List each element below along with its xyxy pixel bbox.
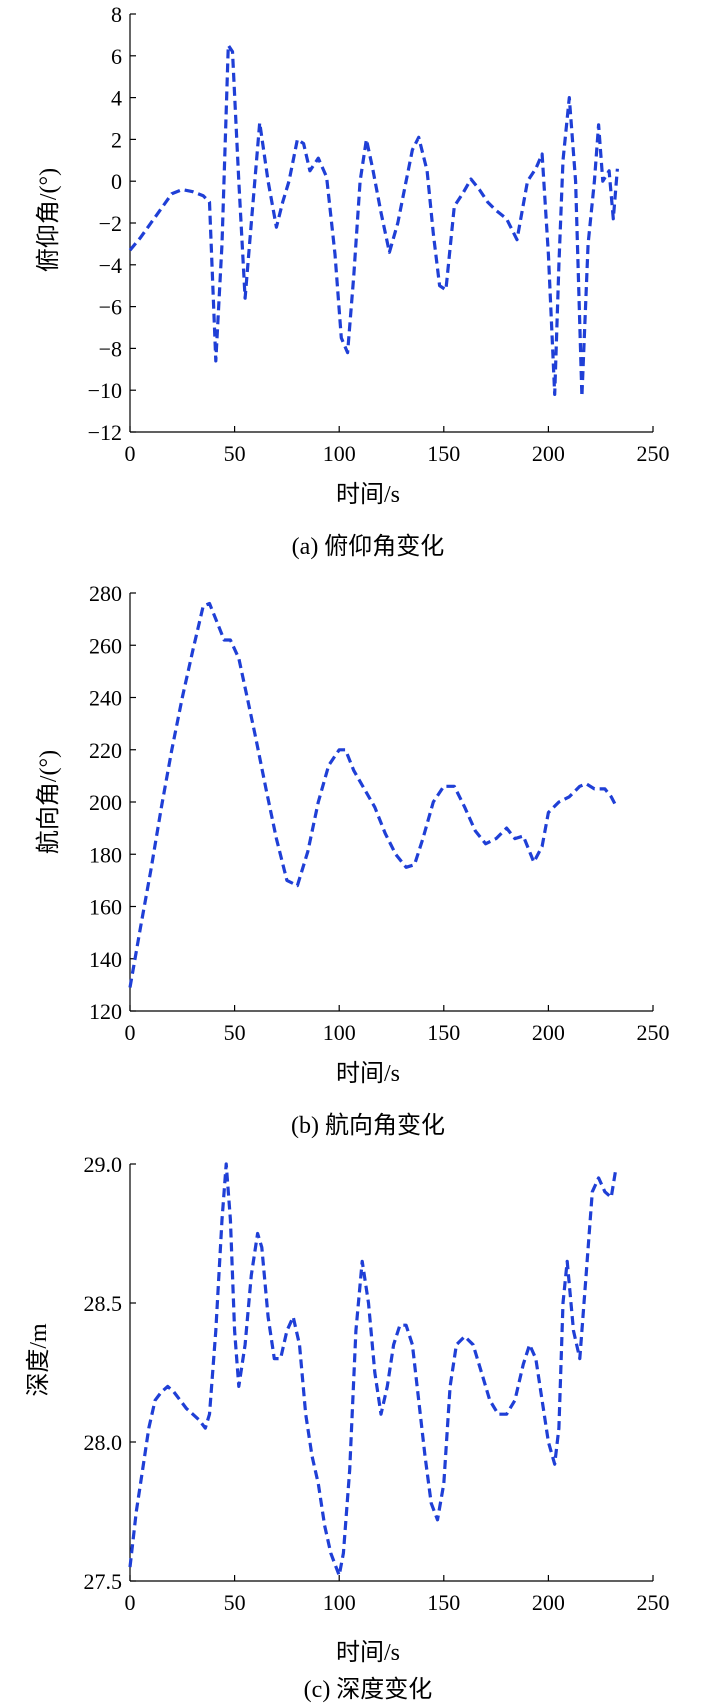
heading-chart-ylabel: 航向角/(°) bbox=[35, 750, 62, 854]
pitch-chart-y-tick-label: −8 bbox=[99, 336, 122, 361]
depth-chart-y-tick-label: 27.5 bbox=[84, 1569, 123, 1594]
depth-chart-x-tick-label: 250 bbox=[637, 1590, 670, 1615]
pitch-chart-series-line bbox=[128, 43, 619, 399]
depth-chart-x-tick-label: 100 bbox=[323, 1590, 356, 1615]
depth-chart-x-tick-label: 150 bbox=[427, 1590, 460, 1615]
heading-chart-y-tick-label: 280 bbox=[89, 581, 122, 606]
depth-chart-series-line bbox=[128, 1162, 617, 1578]
depth-chart-ylabel: 深度/m bbox=[25, 1323, 52, 1397]
pitch-chart-x-tick-label: 50 bbox=[224, 441, 246, 466]
pitch-chart-x-tick-label: 200 bbox=[532, 441, 565, 466]
depth-chart-x-tick-label: 50 bbox=[224, 1590, 246, 1615]
pitch-chart-y-tick-label: 2 bbox=[111, 127, 122, 152]
pitch-chart-y-tick-label: −6 bbox=[99, 295, 122, 320]
heading-chart-y-tick-label: 120 bbox=[89, 999, 122, 1024]
depth-chart-x-tick-label: 0 bbox=[125, 1590, 136, 1615]
heading-chart-y-tick-label: 160 bbox=[89, 895, 122, 920]
heading-chart-y-tick-label: 200 bbox=[89, 790, 122, 815]
heading-chart-series-line bbox=[128, 601, 617, 988]
heading-chart-y-tick-label: 180 bbox=[89, 842, 122, 867]
pitch-chart-caption: (a) 俯仰角变化 bbox=[292, 533, 445, 560]
pitch-chart-y-tick-label: 4 bbox=[111, 86, 122, 111]
heading-chart-y-tick-label: 140 bbox=[89, 947, 122, 972]
heading-chart-x-tick-label: 200 bbox=[532, 1020, 565, 1045]
pitch-chart-y-tick-label: −12 bbox=[88, 420, 122, 445]
heading-chart-xlabel: 时间/s bbox=[336, 1060, 400, 1087]
heading-chart-y-tick-label: 240 bbox=[89, 686, 122, 711]
depth-chart-x-tick-label: 200 bbox=[532, 1590, 565, 1615]
heading-chart-caption: (b) 航向角变化 bbox=[291, 1112, 445, 1139]
pitch-chart-y-tick-label: 0 bbox=[111, 169, 122, 194]
pitch-chart-xlabel: 时间/s bbox=[336, 481, 400, 508]
pitch-chart: 俯仰角/(°) 时间/s (a) 俯仰角变化 0 50 100 150 200 250 −1… bbox=[35, 2, 670, 560]
heading-chart-x-tick-label: 150 bbox=[427, 1020, 460, 1045]
pitch-chart-y-tick-label: −2 bbox=[99, 211, 122, 236]
heading-chart-x-tick-label: 250 bbox=[637, 1020, 670, 1045]
pitch-chart-x-tick-label: 0 bbox=[125, 441, 136, 466]
heading-chart-y-tick-label: 260 bbox=[89, 633, 122, 658]
heading-chart-x-tick-label: 50 bbox=[224, 1020, 246, 1045]
pitch-chart-ylabel: 俯仰角/(°) bbox=[35, 168, 62, 272]
pitch-chart-x-tick-label: 150 bbox=[427, 441, 460, 466]
depth-chart: 深度/m 时间/s (c) 深度变化 0 50 100 150 200 250 27.5 28… bbox=[25, 1152, 670, 1703]
depth-chart-y-tick-label: 29.0 bbox=[84, 1152, 123, 1177]
depth-chart-y-tick-label: 28.5 bbox=[84, 1291, 123, 1316]
heading-chart-x-tick-label: 0 bbox=[125, 1020, 136, 1045]
pitch-chart-y-tick-label: −10 bbox=[88, 378, 122, 403]
pitch-chart-x-tick-label: 100 bbox=[323, 441, 356, 466]
heading-chart-x-tick-label: 100 bbox=[323, 1020, 356, 1045]
pitch-chart-y-tick-label: −4 bbox=[99, 253, 122, 278]
heading-chart-y-tick-label: 220 bbox=[89, 738, 122, 763]
pitch-chart-y-tick-label: 8 bbox=[111, 2, 122, 27]
heading-chart: 航向角/(°) 时间/s (b) 航向角变化 0 50 100 150 200 250 12… bbox=[35, 581, 670, 1139]
depth-chart-y-tick-label: 28.0 bbox=[84, 1430, 123, 1455]
pitch-chart-y-tick-label: 6 bbox=[111, 44, 122, 69]
depth-chart-caption: (c) 深度变化 bbox=[304, 1676, 433, 1703]
depth-chart-xlabel: 时间/s bbox=[336, 1639, 400, 1666]
pitch-chart-x-tick-label: 250 bbox=[637, 441, 670, 466]
